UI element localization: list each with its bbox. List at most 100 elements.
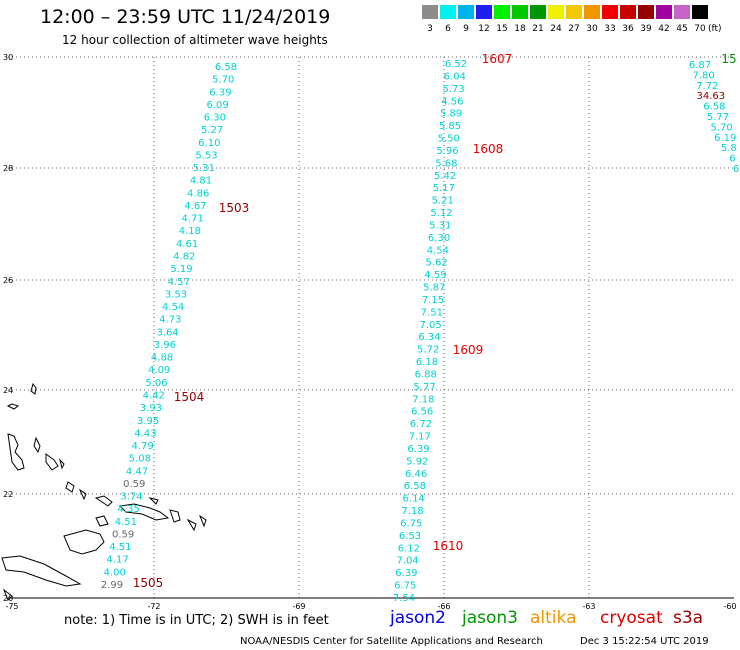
legend-swatch <box>656 5 672 19</box>
wave-height-value: 4.56 <box>441 96 463 107</box>
legend-label: 6 <box>445 24 451 34</box>
wave-height-value: 7.72 <box>696 81 718 92</box>
longitude-label: -69 <box>292 602 305 611</box>
island-outline <box>95 515 109 527</box>
grid-lines <box>8 56 734 599</box>
legend-label: 36 <box>622 24 634 34</box>
wave-height-value: 4.00 <box>104 567 126 578</box>
longitude-label: -66 <box>437 602 450 611</box>
legend-swatch <box>458 5 474 19</box>
wave-height-value: 3.95 <box>137 416 159 427</box>
wave-height-value: 7.04 <box>396 556 418 567</box>
wave-height-value: 3.96 <box>154 340 176 351</box>
island-outline <box>118 503 170 521</box>
axis-labels: -75 -72 -69 -66 -63 -60 30 28 26 24 22 20 <box>3 53 737 611</box>
wave-height-value: 4.82 <box>173 252 195 263</box>
wave-height-value: 4.57 <box>168 277 190 288</box>
latitude-label: 24 <box>3 386 13 395</box>
pass-number-label: 15 <box>721 52 736 66</box>
island-outline <box>45 453 59 471</box>
legend-swatch <box>602 5 618 19</box>
island-outline <box>7 433 25 471</box>
wave-height-value: 4.09 <box>148 365 170 376</box>
wave-height-value: 3.74 <box>120 492 142 503</box>
wave-height-value: 5.19 <box>170 264 192 275</box>
wave-height-value: 6.58 <box>703 102 725 113</box>
island-outline <box>65 481 75 493</box>
legend-swatch <box>530 5 546 19</box>
wave-height-value: 4.71 <box>182 214 204 225</box>
page-title: 12:00 – 23:59 UTC 11/24/2019 <box>40 6 331 28</box>
wave-height-value: 4.51 <box>115 517 137 528</box>
legend-swatch <box>584 5 600 19</box>
island-outline <box>198 514 207 528</box>
wave-height-value: 5.12 <box>430 208 452 219</box>
wave-height-value: 6.75 <box>394 581 416 592</box>
island-outline <box>94 495 113 507</box>
wave-height-value: 6.30 <box>204 113 226 124</box>
wave-height-value: 5.06 <box>145 378 167 389</box>
wave-height-value: 4.42 <box>143 390 165 401</box>
wave-height-value: 4.51 <box>109 542 131 553</box>
legend-label: 21 <box>532 24 544 34</box>
wave-height-value: 5.62 <box>426 258 448 269</box>
legend-swatch <box>440 5 456 19</box>
legend-swatch <box>548 5 564 19</box>
wave-height-value: 5.31 <box>193 163 215 174</box>
footer-note: note: 1) Time is in UTC; 2) SWH is in fe… <box>64 613 329 628</box>
wave-height-value: 4.73 <box>159 315 181 326</box>
island-outline <box>78 488 87 501</box>
legend-label: 70 <box>694 24 706 34</box>
legend-label: 45 <box>676 24 688 34</box>
island-outline <box>59 458 65 470</box>
longitude-label: -60 <box>723 602 736 611</box>
wave-height-value: 0.59 <box>123 479 145 490</box>
pass-number-label: 1609 <box>453 343 484 357</box>
pass-number-label: 1505 <box>133 576 164 590</box>
wave-height-value: 5.92 <box>406 456 428 467</box>
legend-label: 15 <box>496 24 508 34</box>
wave-height-value: 4.61 <box>176 239 198 250</box>
legend-swatch <box>512 5 528 19</box>
legend-label: 33 <box>604 24 616 34</box>
legend-label: 27 <box>568 24 580 34</box>
latitude-label: 20 <box>3 594 13 603</box>
legend-label: 39 <box>640 24 652 34</box>
wave-height-value: 5.53 <box>195 150 217 161</box>
pass-labels: 1503 1504 1505 1607 1608 1609 1610 15 <box>133 52 737 590</box>
wave-height-value: 6 <box>733 164 739 175</box>
wave-height-value: 6.52 <box>445 59 467 70</box>
latitude-label: 30 <box>3 53 13 62</box>
wave-height-value: 4.54 <box>427 245 449 256</box>
wave-height-value: 7.54 <box>393 593 415 604</box>
latitude-label: 22 <box>3 490 13 499</box>
wave-height-value: 6.39 <box>407 444 429 455</box>
wave-height-value: 5.68 <box>435 158 457 169</box>
island-outline <box>169 509 181 523</box>
legend-label: 42 <box>658 24 670 34</box>
wave-height-value: 7.05 <box>419 320 441 331</box>
wave-height-value: 6.87 <box>689 60 711 71</box>
wave-height-value: 5.87 <box>423 283 445 294</box>
longitude-label: -72 <box>147 602 160 611</box>
pass-number-label: 1608 <box>473 142 504 156</box>
mission-label: altika <box>530 608 577 628</box>
wave-height-value: 5.85 <box>439 121 461 132</box>
wave-height-value: 6.39 <box>209 87 231 98</box>
legend-label: 30 <box>586 24 598 34</box>
wave-height-value: 2.99 <box>101 580 123 591</box>
wave-height-value: 5.31 <box>429 220 451 231</box>
pass-number-label: 1504 <box>174 390 205 404</box>
legend-label: 12 <box>478 24 490 34</box>
legend-label: 3 <box>427 24 433 34</box>
wave-height-value: 5.73 <box>442 84 464 95</box>
pass-number-label: 1610 <box>433 539 464 553</box>
wave-height-value: 5.08 <box>129 454 151 465</box>
wave-height-value: 4.88 <box>151 353 173 364</box>
wave-height-value: 5.70 <box>212 75 234 86</box>
wave-height-value: 3.93 <box>140 403 162 414</box>
wave-height-value: 7.51 <box>421 307 443 318</box>
longitude-label: -75 <box>5 602 18 611</box>
wave-height-value: 6.04 <box>444 71 466 82</box>
wave-height-value: 5.27 <box>201 125 223 136</box>
